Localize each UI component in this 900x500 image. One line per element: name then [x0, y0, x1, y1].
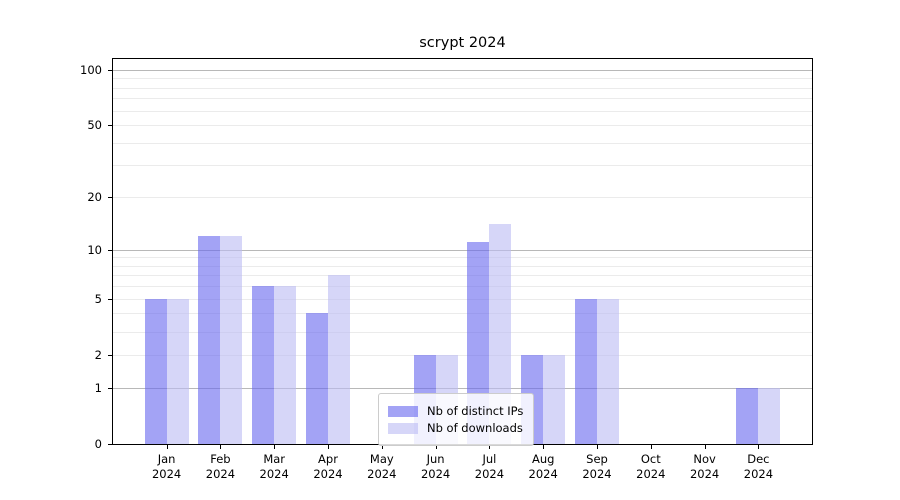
y-tick-mark: [108, 125, 112, 127]
legend: Nb of distinct IPs Nb of downloads: [378, 393, 535, 446]
y-tick-label: 100: [80, 62, 102, 77]
x-tick-label: Jun 2024: [420, 452, 451, 481]
x-tick-mark: [489, 445, 491, 449]
x-tick-label: Mar 2024: [259, 452, 289, 481]
y-tick-label: 0: [94, 437, 102, 451]
x-tick-mark: [758, 445, 760, 449]
bar-downloads-feb: [220, 235, 243, 444]
minor-gridline: [113, 78, 812, 80]
y-tick-label: 10: [87, 242, 102, 257]
y-tick-mark: [108, 69, 112, 71]
y-tick-label: 20: [87, 190, 102, 205]
minor-gridline: [113, 331, 812, 333]
bar-distinct-ips-dec: [736, 387, 759, 444]
x-tick-label: Nov 2024: [689, 452, 720, 481]
bar-downloads-apr: [328, 275, 350, 444]
x-tick-mark: [543, 445, 545, 449]
x-tick-mark: [381, 445, 383, 449]
bar-distinct-ips-jan: [144, 298, 167, 444]
legend-item-distinct-ips: Nb of distinct IPs: [388, 404, 523, 418]
minor-gridline: [113, 275, 812, 277]
y-tick-mark: [108, 298, 112, 300]
x-tick-label: Jan 2024: [151, 452, 182, 481]
x-tick-label: Jul 2024: [474, 452, 505, 481]
minor-gridline: [113, 286, 812, 288]
minor-gridline: [113, 142, 812, 144]
y-tick-mark: [108, 197, 112, 199]
y-tick-mark: [108, 249, 112, 251]
x-tick-label: Apr 2024: [313, 452, 343, 481]
y-tick-label: 5: [94, 291, 102, 306]
bar-downloads-jan: [166, 298, 189, 444]
bar-downloads-mar: [274, 286, 297, 444]
minor-gridline: [113, 165, 812, 167]
bar-distinct-ips-feb: [198, 235, 221, 444]
plot-area: [113, 59, 812, 444]
x-tick-mark: [328, 445, 329, 449]
minor-gridline: [113, 257, 812, 259]
y-tick-label: 50: [87, 118, 102, 133]
bar-downloads-sep: [597, 298, 619, 444]
x-tick-label: Feb 2024: [205, 452, 236, 481]
major-gridline: [113, 69, 812, 71]
x-tick-mark: [166, 445, 168, 449]
minor-gridline: [113, 125, 812, 127]
x-tick-mark: [435, 445, 437, 449]
minor-gridline: [113, 110, 812, 112]
y-tick-mark: [108, 387, 112, 389]
minor-gridline: [113, 354, 812, 356]
major-gridline: [113, 387, 812, 389]
x-tick-mark: [704, 445, 706, 449]
y-tick-mark: [108, 354, 112, 356]
x-tick-label: May 2024: [367, 452, 397, 481]
minor-gridline: [113, 313, 812, 315]
minor-gridline: [113, 197, 812, 199]
bar-downloads-jul: [489, 224, 512, 444]
y-tick-label: 2: [94, 347, 102, 362]
major-gridline: [113, 249, 812, 251]
legend-item-downloads: Nb of downloads: [388, 421, 523, 435]
minor-gridline: [113, 298, 812, 300]
legend-label-downloads: Nb of downloads: [427, 421, 523, 435]
bar-distinct-ips-mar: [252, 286, 275, 444]
minor-gridline: [113, 265, 812, 267]
chart-title: scrypt 2024: [419, 35, 506, 51]
bar-distinct-ips-apr: [306, 313, 328, 444]
x-tick-label: Dec 2024: [743, 452, 774, 481]
legend-swatch-distinct-ips: [388, 405, 418, 417]
legend-label-distinct-ips: Nb of distinct IPs: [427, 404, 524, 418]
bar-distinct-ips-sep: [575, 298, 597, 444]
x-tick-label: Oct 2024: [636, 452, 666, 481]
y-tick-mark: [108, 444, 112, 445]
minor-gridline: [113, 87, 812, 89]
legend-swatch-downloads: [388, 422, 418, 434]
bar-downloads-aug: [543, 354, 566, 444]
x-tick-label: Aug 2024: [528, 452, 558, 481]
x-tick-mark: [650, 445, 652, 449]
x-tick-mark: [274, 445, 276, 449]
x-tick-label: Sep 2024: [582, 452, 612, 481]
bar-downloads-dec: [758, 387, 781, 444]
x-tick-mark: [220, 445, 222, 449]
y-tick-label: 1: [94, 380, 102, 395]
x-tick-mark: [597, 445, 598, 449]
minor-gridline: [113, 98, 812, 100]
